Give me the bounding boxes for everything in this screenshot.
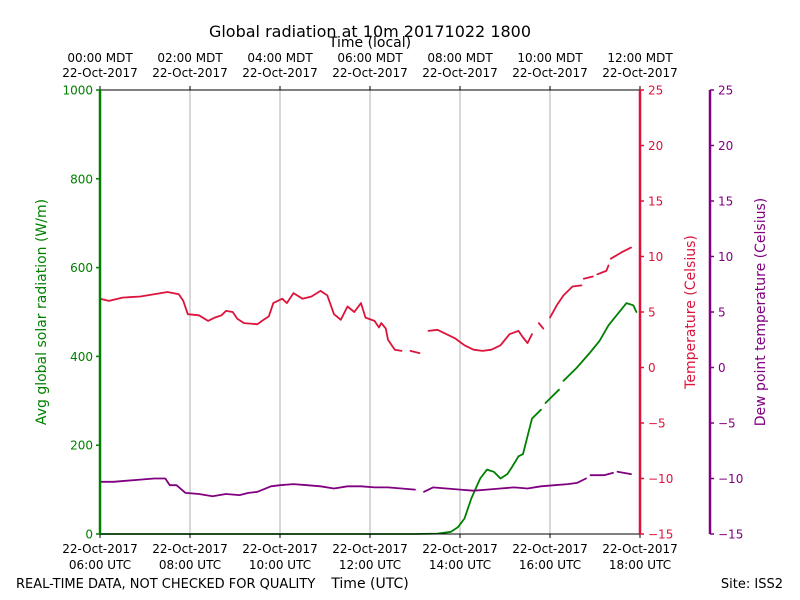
top-tick-date: 22-Oct-2017 <box>422 66 498 80</box>
rad-tick-label: 600 <box>70 261 93 275</box>
temp-tick-label: −5 <box>648 417 666 431</box>
dew-tick-label: 5 <box>718 306 726 320</box>
bottom-tick-date: 22-Oct-2017 <box>422 542 498 556</box>
temp-tick-label: 25 <box>648 84 663 98</box>
dew-tick-label: 15 <box>718 195 733 209</box>
top-tick-date: 22-Oct-2017 <box>332 66 408 80</box>
bottom-tick-date: 22-Oct-2017 <box>152 542 228 556</box>
series-line-temp <box>609 246 632 260</box>
bottom-tick-time: 12:00 UTC <box>339 558 401 572</box>
series-line-dew <box>616 470 632 476</box>
top-tick-date: 22-Oct-2017 <box>62 66 138 80</box>
top-tick-time: 02:00 MDT <box>157 51 223 65</box>
rad-tick-label: 400 <box>70 350 93 364</box>
temp-tick-label: −10 <box>648 472 673 486</box>
temp-tick-label: 10 <box>648 250 663 264</box>
bottom-tick-time: 10:00 UTC <box>249 558 311 572</box>
rad-tick-label: 1000 <box>62 84 93 98</box>
bottom-axis-label: Time (UTC) <box>330 576 408 592</box>
dew-tick-label: −10 <box>718 472 743 486</box>
dew-tick-label: 20 <box>718 139 733 153</box>
grid <box>189 90 551 534</box>
dew-tick-label: 25 <box>718 84 733 98</box>
dew-tick-label: −5 <box>718 417 736 431</box>
dew-tick-label: 0 <box>718 361 726 375</box>
dew-tick-label: 10 <box>718 250 733 264</box>
top-tick-date: 22-Oct-2017 <box>242 66 318 80</box>
top-tick-time: 04:00 MDT <box>247 51 313 65</box>
top-tick-date: 22-Oct-2017 <box>152 66 228 80</box>
series-line-temp <box>549 284 583 319</box>
dewpoint-axis-label: Dew point temperature (Celsius) <box>753 198 769 426</box>
bottom-tick-date: 22-Oct-2017 <box>62 542 138 556</box>
rad-tick-label: 0 <box>85 528 93 542</box>
top-tick-time: 00:00 MDT <box>67 51 133 65</box>
series-line-rad <box>544 388 560 404</box>
series-line-temp <box>427 328 533 352</box>
series-line-dew <box>423 477 587 493</box>
rad-tick-label: 200 <box>70 439 93 453</box>
site-label: Site: ISS2 <box>721 577 783 592</box>
top-tick-time: 12:00 MDT <box>607 51 673 65</box>
rad-tick-label: 800 <box>70 172 93 186</box>
bottom-tick-date: 22-Oct-2017 <box>242 542 318 556</box>
series-line-temp <box>596 264 610 276</box>
series-line-dew <box>589 471 614 477</box>
bottom-tick-date: 22-Oct-2017 <box>332 542 408 556</box>
quality-disclaimer: REAL-TIME DATA, NOT CHECKED FOR QUALITY <box>16 577 315 592</box>
tick-labels: 22-Oct-2017 06:00 UTC 22-Oct-2017 08:00 UTC… <box>62 51 743 572</box>
bottom-tick-time: 08:00 UTC <box>159 558 221 572</box>
bottom-tick-date: 22-Oct-2017 <box>512 542 588 556</box>
series-line-temp <box>409 349 421 355</box>
bottom-tick-date: 22-Oct-2017 <box>602 542 678 556</box>
temp-tick-label: 15 <box>648 195 663 209</box>
top-axis-label: Time (local) <box>328 35 411 51</box>
radiation-axis-label: Avg global solar radiation (W/m) <box>34 199 50 425</box>
series-line-temp <box>99 289 403 352</box>
top-tick-date: 22-Oct-2017 <box>512 66 588 80</box>
temperature-axis-label: Temperature (Celsius) <box>683 235 699 390</box>
series-line-temp <box>582 275 594 280</box>
temp-tick-label: 5 <box>648 306 656 320</box>
bottom-tick-time: 16:00 UTC <box>519 558 581 572</box>
top-tick-time: 06:00 MDT <box>337 51 403 65</box>
series-layer <box>99 240 640 535</box>
series-line-temp <box>537 322 545 330</box>
top-tick-date: 22-Oct-2017 <box>602 66 678 80</box>
dew-tick-label: −15 <box>718 528 743 542</box>
series-line-rad <box>562 302 638 382</box>
chart-title: Global radiation at 10m 20171022 1800 <box>209 22 531 41</box>
top-tick-time: 08:00 MDT <box>427 51 493 65</box>
temp-tick-label: −15 <box>648 528 673 542</box>
top-tick-time: 10:00 MDT <box>517 51 583 65</box>
series-line-dew <box>99 477 416 498</box>
bottom-tick-time: 14:00 UTC <box>429 558 491 572</box>
bottom-tick-time: 18:00 UTC <box>609 558 671 572</box>
bottom-tick-time: 06:00 UTC <box>69 558 131 572</box>
temp-tick-label: 0 <box>648 361 656 375</box>
temp-tick-label: 20 <box>648 139 663 153</box>
